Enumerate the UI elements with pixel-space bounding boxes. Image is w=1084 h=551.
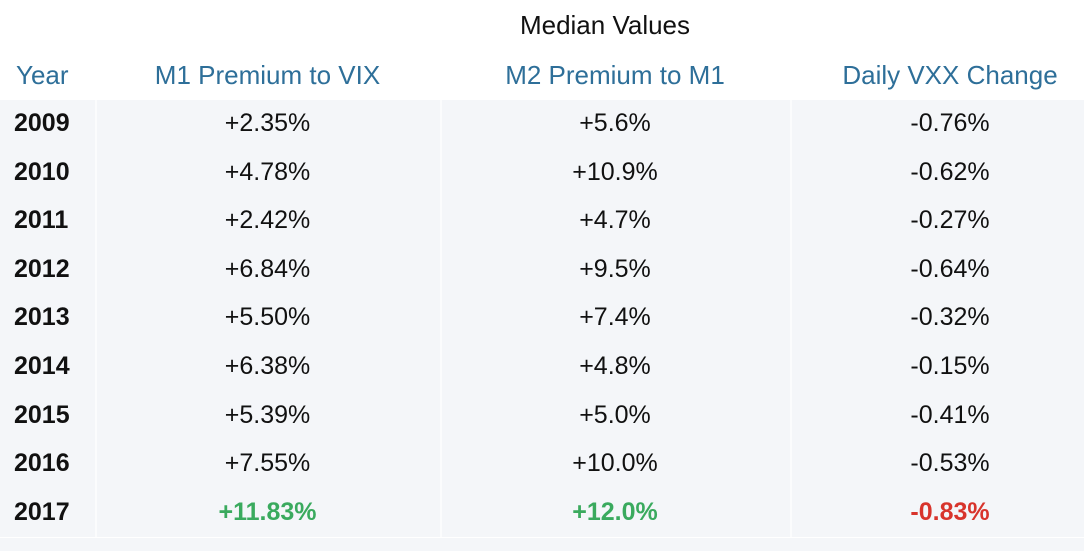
column-divider [790,391,792,441]
cell-year: 2011 [14,206,69,235]
column-divider [95,391,97,441]
cell-year: 2012 [14,254,70,283]
header-year: Year [16,60,69,90]
table-row: 2011 +2.42% +4.7% -0.27% [0,197,1084,246]
cell-year: 2016 [14,449,70,478]
cell-m1-premium: +4.78% [224,157,311,186]
cell-m2-premium: +5.0% [579,400,651,429]
column-divider [790,342,792,392]
header-daily-vxx-change: Daily VXX Change [842,60,1058,90]
column-divider [440,100,442,149]
title-row: Median Values [0,0,1084,52]
cell-daily-vxx-change: -0.76% [910,109,990,137]
header-m2-premium: M2 Premium to M1 [505,60,725,90]
table-row: 2017 +11.83% +12.0% -0.83% [0,488,1084,538]
cell-m2-premium: +12.0% [572,497,658,526]
cell-m1-premium: +6.38% [224,351,311,380]
cell-m2-premium: +7.4% [579,303,651,332]
column-divider [790,100,792,149]
table-row: 2015 +5.39% +5.0% -0.41% [0,391,1084,441]
column-divider [95,294,97,343]
cell-m2-premium: +10.0% [572,449,658,478]
table-body: 2009 +2.35% +5.6% -0.76% 2010 +4.78% +10.9% -0.… [0,100,1084,538]
cell-daily-vxx-change: -0.41% [910,400,990,429]
column-divider [790,440,792,489]
table-row: 2010 +4.78% +10.9% -0.62% [0,148,1084,198]
cell-year: 2017 [14,497,70,526]
cell-year: 2014 [14,351,70,380]
cell-m1-premium: +5.50% [224,303,311,332]
column-divider [95,148,97,198]
column-divider [95,488,97,538]
cell-m2-premium: +10.9% [572,157,658,186]
cell-year: 2013 [14,303,70,332]
table-row: 2009 +2.35% +5.6% -0.76% [0,100,1084,149]
cell-year: 2015 [14,400,70,429]
column-divider [790,245,792,295]
table-row: 2012 +6.84% +9.5% -0.64% [0,245,1084,295]
table-row: 2016 +7.55% +10.0% -0.53% [0,440,1084,489]
cell-m2-premium: +5.6% [579,109,651,137]
column-divider [440,391,442,441]
cell-year: 2010 [14,157,70,186]
cell-m1-premium: +5.39% [224,400,311,429]
header-m1-premium: M1 Premium to VIX [154,60,381,90]
cell-m2-premium: +9.5% [579,254,651,283]
cell-daily-vxx-change: -0.62% [910,157,990,186]
cell-m1-premium: +6.84% [224,254,311,283]
column-divider [95,100,97,149]
header-row: Year M1 Premium to VIX M2 Premium to M1 … [0,52,1084,100]
table-row: 2014 +6.38% +4.8% -0.15% [0,342,1084,392]
cell-m2-premium: +4.8% [579,351,651,380]
cell-daily-vxx-change: -0.32% [910,303,990,332]
column-divider [790,197,792,246]
cell-m1-premium: +11.83% [218,497,317,526]
column-divider [95,440,97,489]
table-supertitle: Median Values [519,10,691,40]
column-divider [440,245,442,295]
column-divider [440,148,442,198]
column-divider [440,488,442,538]
cell-m1-premium: +2.42% [224,206,311,235]
column-divider [95,342,97,392]
cell-daily-vxx-change: -0.64% [910,254,990,283]
column-divider [440,197,442,246]
column-divider [790,294,792,343]
cell-m1-premium: +2.35% [224,109,311,137]
column-divider [95,197,97,246]
cell-year: 2009 [14,109,70,137]
column-divider [440,440,442,489]
cell-daily-vxx-change: -0.15% [910,351,990,380]
table-bottom-strip [0,538,1084,551]
column-divider [790,148,792,198]
column-divider [440,342,442,392]
cell-daily-vxx-change: -0.53% [910,449,990,478]
cell-daily-vxx-change: -0.83% [910,497,990,526]
table-row: 2013 +5.50% +7.4% -0.32% [0,294,1084,343]
cell-m2-premium: +4.7% [579,206,651,235]
column-divider [440,294,442,343]
cell-daily-vxx-change: -0.27% [910,206,990,235]
column-divider [790,488,792,538]
cell-m1-premium: +7.55% [224,449,311,478]
column-divider [95,245,97,295]
